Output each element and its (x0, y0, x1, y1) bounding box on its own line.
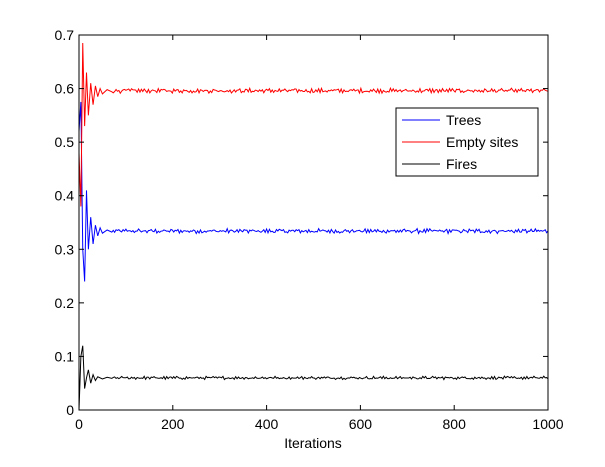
x-tick-label: 600 (349, 416, 373, 432)
series-line-fires (78, 345, 549, 411)
plot-frame (78, 34, 549, 411)
y-tick-label: 0.3 (55, 241, 75, 257)
y-tick-label: 0.1 (55, 348, 75, 364)
y-tick-label: 0.5 (55, 134, 75, 150)
axis-ticks: 0 200 400 600 800 1000 0 0.1 0.2 0.3 0.4 0.5 0.6 0.7 (55, 27, 564, 432)
legend-label: Empty sites (446, 134, 518, 150)
y-tick-label: 0.2 (55, 295, 75, 311)
series-line-trees (78, 101, 549, 282)
x-axis-label: Iterations (284, 435, 342, 451)
legend-label: Trees (446, 112, 481, 128)
x-tick-label: 400 (255, 416, 279, 432)
plot-area (79, 35, 548, 410)
y-tick-label: 0.6 (55, 81, 75, 97)
x-tick-label: 1000 (532, 416, 563, 432)
y-tick-label: 0.7 (55, 27, 75, 43)
legend-label: Fires (446, 156, 477, 172)
series-line-empty-sites (78, 43, 549, 207)
y-tick-label: 0.4 (55, 188, 75, 204)
x-tick-label: 200 (161, 416, 185, 432)
y-tick-label: 0 (66, 402, 74, 418)
legend: Trees Empty sites Fires (395, 107, 539, 177)
x-tick-label: 800 (443, 416, 467, 432)
x-tick-label: 0 (75, 416, 83, 432)
series-lines (78, 43, 549, 411)
